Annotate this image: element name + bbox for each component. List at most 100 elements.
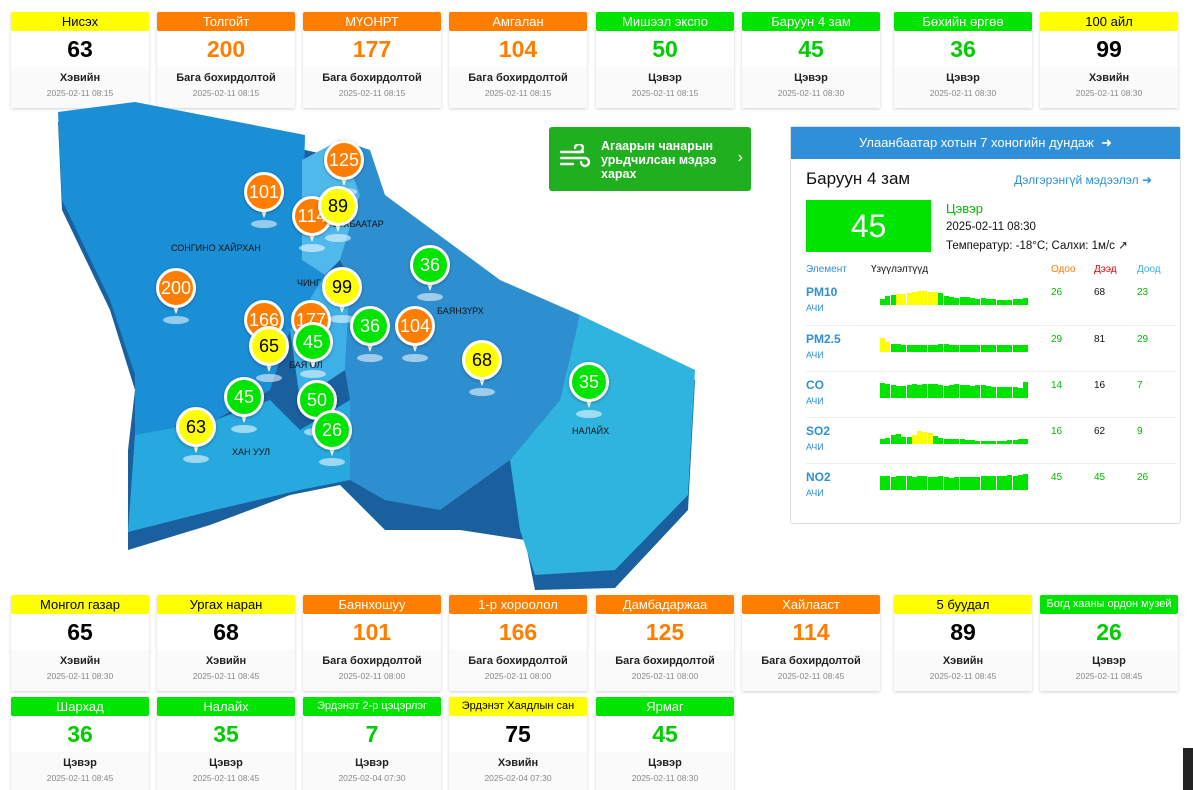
ulaanbaatar-map[interactable]: СОНГИНО ХАЙРХАН ЧИНГ БАЯНЗҮРХ БАЯ ОЛ ХАН… — [40, 100, 700, 595]
value-min: 9 — [1137, 426, 1143, 437]
station-card[interactable]: МҮОНРТ 177 Бага бохирдолтой 2025-02-11 08:1… — [303, 12, 441, 108]
marker-tip — [426, 281, 434, 291]
forecast-button[interactable]: Агаарын чанарын урьдчилсан мэдээ харах › — [549, 127, 751, 191]
station-card[interactable]: Ярмаг 45 Цэвэр 2025-02-11 08:30 — [596, 697, 734, 790]
trend-bar — [943, 386, 949, 398]
panel-header[interactable]: Улаанбаатар хотын 7 хоногийн дундаж ➜ — [791, 127, 1180, 159]
station-card[interactable]: 5 буудал 89 Хэвийн 2025-02-11 08:45 — [894, 595, 1032, 691]
trend-bar — [938, 385, 944, 398]
map-marker[interactable]: 45 — [224, 377, 264, 437]
station-card[interactable]: Баруун 4 зам 45 Цэвэр 2025-02-11 08:30 — [742, 12, 880, 108]
map-marker[interactable]: 63 — [176, 407, 216, 467]
map-marker[interactable]: 65 — [249, 326, 289, 386]
station-name: Нисэх — [11, 12, 149, 31]
trend-bar — [922, 291, 928, 305]
map-marker[interactable]: 200 — [156, 268, 196, 328]
station-card[interactable]: Налайх 35 Цэвэр 2025-02-11 08:45 — [157, 697, 295, 790]
pollutant-unit: АЧИ — [806, 350, 824, 360]
chevron-right-icon: › — [737, 149, 743, 166]
aqi-value: 65 — [11, 614, 149, 650]
trend-bar — [986, 345, 991, 352]
detail-link-text: Дэлгэрэнгүй мэдээлэл — [1014, 173, 1139, 187]
station-card[interactable]: Бөхийн өргөө 36 Цэвэр 2025-02-11 08:30 — [894, 12, 1032, 108]
station-card[interactable]: Толгойт 200 Бага бохирдолтой 2025-02-11 08:… — [157, 12, 295, 108]
marker-shadow — [299, 244, 325, 252]
marker-shadow — [251, 220, 277, 228]
status-label: Хэвийн — [497, 757, 539, 769]
station-card[interactable]: Нисэх 63 Хэвийн 2025-02-11 08:15 — [11, 12, 149, 108]
value-min: 26 — [1137, 472, 1149, 483]
marker-value: 68 — [462, 340, 502, 380]
marker-shadow — [329, 315, 355, 323]
map-marker[interactable]: 104 — [395, 306, 435, 366]
trend-bar — [917, 345, 923, 352]
trend-bar — [991, 441, 997, 444]
marker-value: 63 — [176, 407, 216, 447]
col-now: Одоо — [1051, 264, 1076, 275]
marker-shadow — [417, 293, 443, 301]
trend-bar — [986, 441, 991, 444]
detail-link[interactable]: Дэлгэрэнгүй мэдээлэл ➜ — [1014, 173, 1152, 187]
station-card[interactable]: Амгалан 104 Бага бохирдолтой 2025-02-11 08:… — [449, 12, 587, 108]
trend-bar — [975, 385, 981, 398]
aqi-value: 99 — [1040, 31, 1178, 67]
trend-bar — [927, 384, 933, 398]
map-marker[interactable]: 101 — [244, 172, 284, 232]
status-label: Бага бохирдолтой — [468, 655, 568, 667]
status-label: Бага бохирдолтой — [615, 655, 715, 667]
scrollbar-thumb[interactable] — [1183, 748, 1193, 790]
map-marker[interactable]: 68 — [462, 340, 502, 400]
station-card[interactable]: 100 айл 99 Хэвийн 2025-02-11 08:30 — [1040, 12, 1178, 108]
trend-bar — [991, 387, 997, 398]
wind-direction-icon: ↗ — [1118, 240, 1128, 252]
trend-bar — [901, 294, 907, 305]
pollutant-unit: АЧИ — [806, 303, 824, 313]
trend-bar — [970, 298, 976, 305]
map-marker[interactable]: 89 — [318, 186, 358, 246]
map-marker[interactable]: 36 — [410, 245, 450, 305]
marker-value: 99 — [322, 267, 362, 307]
trend-bar — [964, 477, 970, 490]
status-label: Бага бохирдолтой — [761, 655, 861, 667]
pollutant-name: CO — [806, 378, 824, 392]
map-marker[interactable]: 99 — [322, 267, 362, 327]
station-card[interactable]: Эрдэнэт 2-р цэцэрлэг 7 Цэвэр 2025-02-04 07:… — [303, 697, 441, 790]
station-card[interactable]: Хайлааст 114 Бага бохирдолтой 2025-02-11 08… — [742, 595, 880, 691]
station-card[interactable]: Мишээл экспо 50 Цэвэр 2025-02-11 08:15 — [596, 12, 734, 108]
pollutant-name: PM2.5 — [806, 332, 841, 346]
pollutant-name: SO2 — [806, 424, 831, 438]
trend-bar — [948, 478, 954, 490]
district-label: ЧИНГ — [297, 278, 321, 288]
map-marker[interactable]: 35 — [569, 362, 609, 422]
trend-sparkline — [880, 470, 1030, 490]
trend-bar — [927, 345, 933, 352]
map-marker[interactable]: 26 — [312, 410, 352, 470]
station-card[interactable]: Ургах наран 68 Хэвийн 2025-02-11 08:45 — [157, 595, 295, 691]
station-card[interactable]: Богд хааны ордон музей 26 Цэвэр 2025-02-11 … — [1040, 595, 1178, 691]
station-name: Дамбадаржаа — [596, 595, 734, 614]
timestamp: 2025-02-11 08:30 — [777, 88, 845, 98]
timestamp: 2025-02-11 08:15 — [484, 88, 552, 98]
trend-bar — [922, 384, 928, 398]
trend-bar — [975, 441, 981, 444]
station-card[interactable]: Баянхошуу 101 Бага бохирдолтой 2025-02-11 0… — [303, 595, 441, 691]
station-card[interactable]: 1-р хороолол 166 Бага бохирдолтой 2025-02-1… — [449, 595, 587, 691]
station-card[interactable]: Шархад 36 Цэвэр 2025-02-11 08:45 — [11, 697, 149, 790]
col-max: Дээд — [1094, 264, 1117, 275]
marker-value: 26 — [312, 410, 352, 450]
map-marker[interactable]: 36 — [350, 306, 390, 366]
pollutant-unit: АЧИ — [806, 396, 824, 406]
timestamp: 2025-02-11 08:00 — [484, 671, 552, 681]
station-card[interactable]: Дамбадаржаа 125 Бага бохирдолтой 2025-02-11… — [596, 595, 734, 691]
timestamp: 2025-02-11 08:15 — [631, 88, 699, 98]
map-marker[interactable]: 45 — [293, 322, 333, 382]
trend-bar — [943, 477, 949, 490]
trend-bar — [959, 477, 965, 490]
station-card[interactable]: Монгол газар 65 Хэвийн 2025-02-11 08:30 — [11, 595, 149, 691]
trend-bar — [948, 439, 954, 444]
trend-bar — [917, 291, 923, 305]
trend-bar — [1023, 298, 1029, 305]
timestamp: 2025-02-11 08:45 — [46, 773, 114, 783]
station-card[interactable]: Эрдэнэт Хаядлын сан 75 Хэвийн 2025-02-04 07… — [449, 697, 587, 790]
trend-bar — [948, 297, 954, 305]
